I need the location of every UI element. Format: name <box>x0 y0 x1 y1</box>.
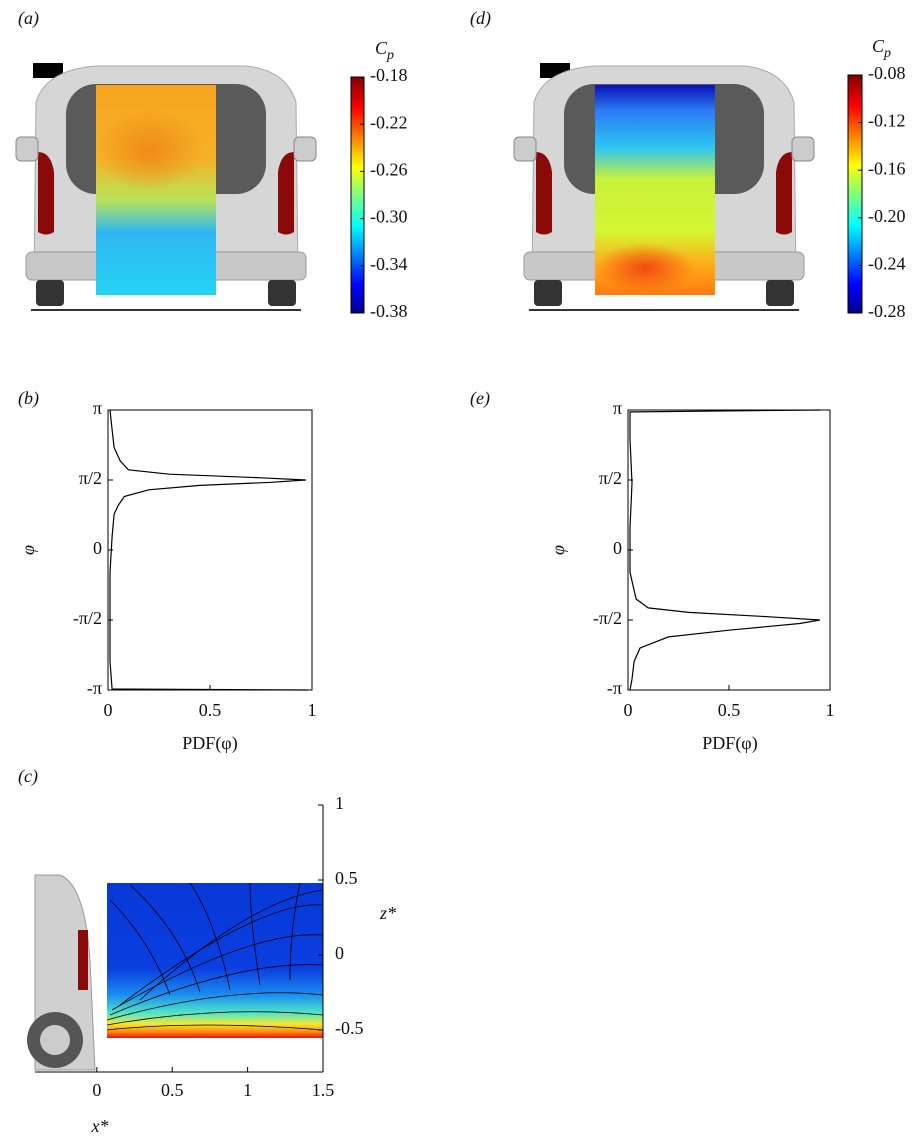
y-tick-label: 0.5 <box>335 868 358 888</box>
y-tick-label: 0 <box>613 538 622 558</box>
panel-label: (d) <box>470 8 491 29</box>
x-tick-label: 0.5 <box>718 700 741 720</box>
panel-label: (e) <box>470 388 490 409</box>
y-tick-label: π <box>613 398 622 418</box>
x-tick-label: 0.5 <box>199 700 222 720</box>
colorbar-tick-label: -0.20 <box>868 206 906 226</box>
y-axis-label: φ <box>548 545 568 555</box>
y-tick-label: 0 <box>335 943 344 963</box>
colorbar-label-sub: p <box>386 48 394 63</box>
x-tick-label: 0 <box>624 700 633 720</box>
colorbar-label: Cp <box>872 36 891 61</box>
y-axis-label: φ <box>18 545 38 555</box>
y-axis-label: z* <box>379 903 396 923</box>
axes-frame <box>627 409 831 691</box>
colorbar-tick-label: -0.28 <box>868 301 906 321</box>
pdf-line <box>109 409 308 691</box>
y-tick-label: π <box>93 398 102 418</box>
x-tick-label: 1.5 <box>312 1080 335 1100</box>
x-tick-label: 0 <box>104 700 113 720</box>
colorbar-label-main: C <box>872 36 885 56</box>
panel-label: (b) <box>18 388 39 409</box>
y-tick-label: π/2 <box>79 468 102 488</box>
colorbar-tick-label: -0.34 <box>370 254 408 274</box>
x-axis-label: PDF(φ) <box>182 733 237 754</box>
y-tick-label: -π <box>87 678 102 698</box>
colorbar-tick-label: -0.24 <box>868 254 906 274</box>
colorbar-tick-label: -0.22 <box>370 112 408 132</box>
y-tick-label: -π/2 <box>593 608 622 628</box>
colorbar-tick-label: -0.18 <box>370 65 408 85</box>
y-tick-label: -π <box>607 678 622 698</box>
x-tick-label: 0.5 <box>161 1080 184 1100</box>
colorbar-label-main: C <box>375 38 388 58</box>
y-tick-label: -0.5 <box>335 1018 364 1038</box>
x-tick-label: 0 <box>92 1080 101 1100</box>
colorbar-tick-label: -0.26 <box>370 160 408 180</box>
colorbar <box>350 76 365 314</box>
colorbar-tick-label: -0.38 <box>370 301 408 321</box>
x-tick-label: 1 <box>826 700 835 720</box>
x-axis-label: x* <box>91 1116 109 1136</box>
colorbar-label-sub: p <box>883 46 891 61</box>
van-image <box>513 63 815 311</box>
van-image <box>15 63 317 311</box>
streamline-field <box>27 874 324 1071</box>
y-tick-label: 0 <box>93 538 102 558</box>
colorbar-tick-label: -0.08 <box>868 63 906 83</box>
y-tick-label: -π/2 <box>73 608 102 628</box>
x-tick-label: 1 <box>243 1080 252 1100</box>
x-axis-label: PDF(φ) <box>702 733 757 754</box>
axes-frame <box>107 409 313 691</box>
colorbar-tick-label: -0.30 <box>370 207 408 227</box>
colorbar-label: Cp <box>375 38 394 63</box>
y-tick-label: 1 <box>335 793 344 813</box>
x-tick-label: 1 <box>308 700 317 720</box>
panel-label: (c) <box>18 766 38 787</box>
y-tick-label: π/2 <box>599 468 622 488</box>
panel-label: (a) <box>18 8 39 29</box>
colorbar-tick-label: -0.12 <box>868 111 906 131</box>
colorbar-tick-label: -0.16 <box>868 158 906 178</box>
pdf-line <box>629 409 821 691</box>
colorbar <box>847 74 863 314</box>
